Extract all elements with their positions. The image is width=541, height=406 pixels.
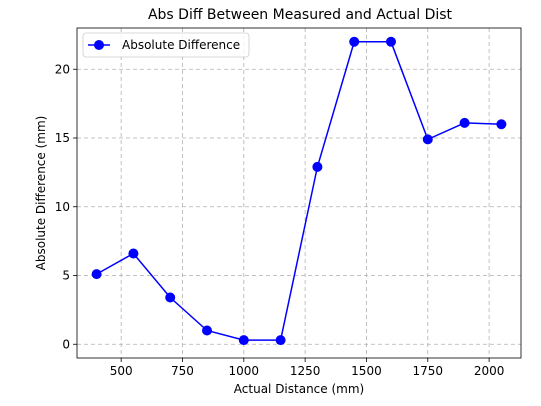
y-tick-label: 0 — [62, 337, 70, 351]
x-axis: 500 750 1000 1250 1500 1750 2000 — [110, 358, 505, 378]
x-tick-label: 2000 — [474, 364, 505, 378]
data-point — [91, 269, 102, 280]
y-tick-label: 15 — [55, 131, 70, 145]
x-tick-label: 1250 — [290, 364, 321, 378]
x-tick-label: 750 — [171, 364, 194, 378]
y-tick-label: 5 — [62, 269, 70, 283]
x-tick-label: 500 — [110, 364, 133, 378]
data-point — [312, 161, 323, 172]
y-axis: 0 5 10 15 20 — [55, 62, 77, 351]
legend-label: Absolute Difference — [122, 38, 240, 52]
series-line — [96, 41, 502, 341]
x-tick-label: 1500 — [351, 364, 382, 378]
y-tick-label: 20 — [55, 62, 70, 76]
data-point — [385, 36, 396, 47]
axes-frame — [76, 27, 522, 359]
chart-title: Abs Diff Between Measured and Actual Dis… — [148, 7, 453, 23]
data-point — [459, 117, 470, 128]
legend-marker-swatch — [94, 40, 104, 50]
data-point — [202, 325, 213, 336]
x-tick-label: 1000 — [229, 364, 260, 378]
legend: Absolute Difference — [82, 32, 250, 58]
data-point — [496, 119, 507, 130]
data-point — [165, 292, 176, 303]
plot-area — [91, 36, 507, 346]
data-point — [128, 248, 139, 259]
grid — [77, 28, 521, 358]
data-point — [275, 335, 286, 346]
legend-box — [82, 32, 250, 58]
x-tick-label: 1750 — [413, 364, 444, 378]
x-axis-label: Actual Distance (mm) — [234, 382, 364, 396]
data-point — [349, 36, 360, 47]
y-tick-label: 10 — [55, 200, 70, 214]
y-axis-label: Absolute Difference (mm) — [34, 116, 48, 271]
data-point — [238, 335, 249, 346]
data-point — [422, 134, 433, 145]
